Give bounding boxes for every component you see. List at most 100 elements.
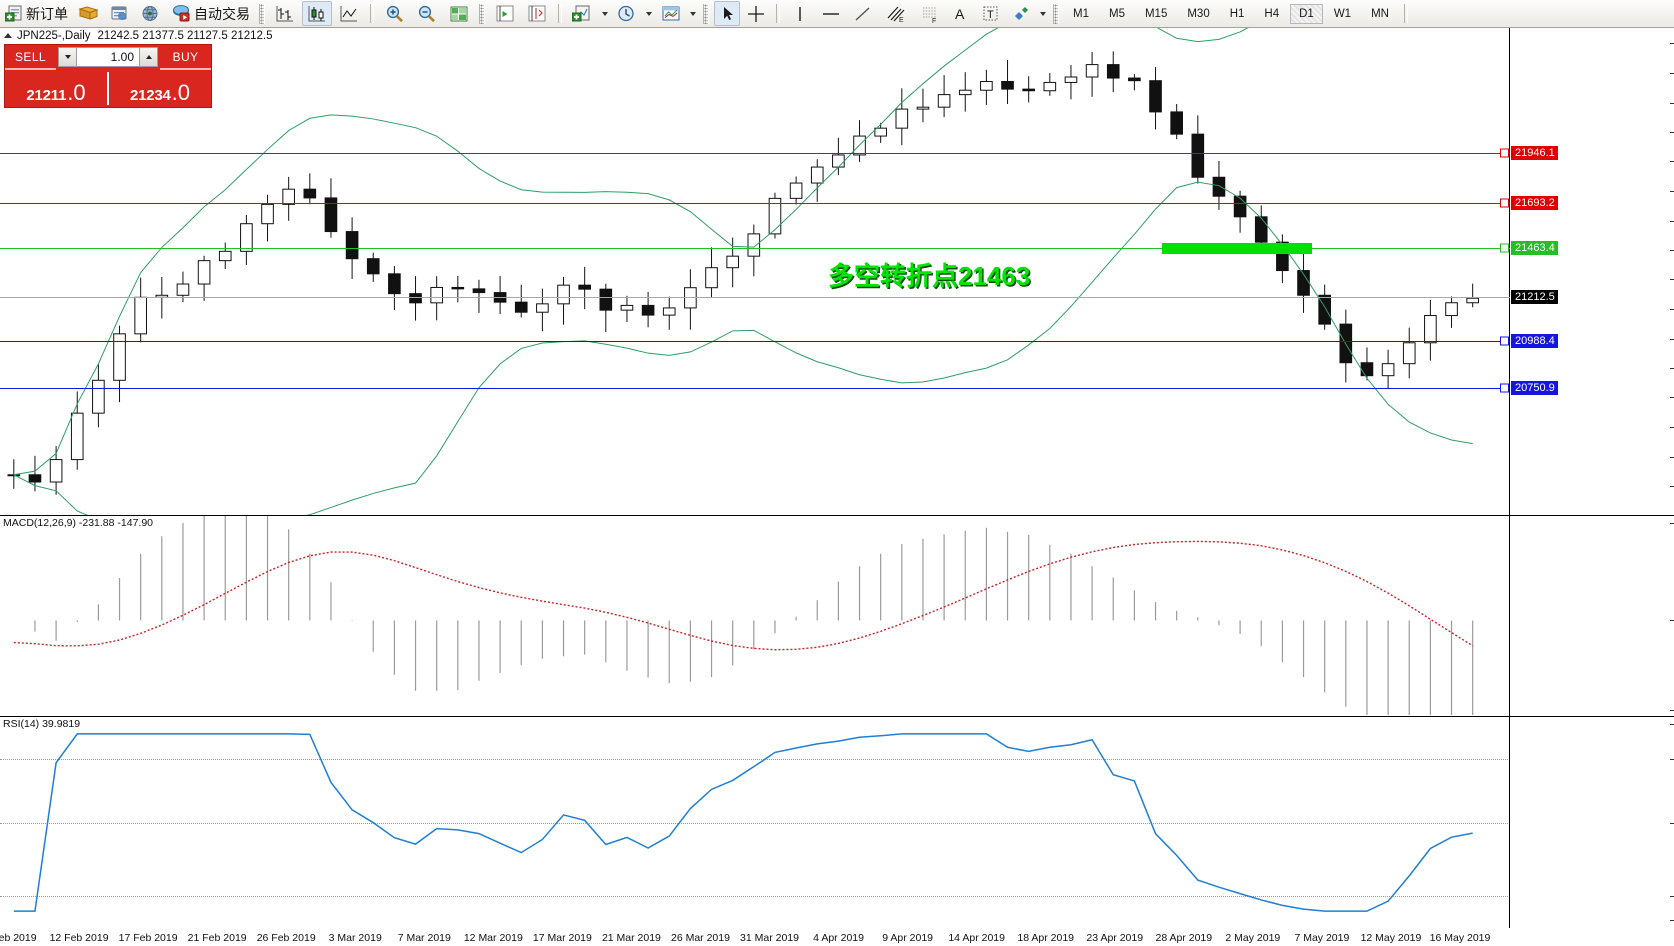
level-handle[interactable] bbox=[1500, 243, 1509, 253]
timeframe-m30[interactable]: M30 bbox=[1187, 7, 1210, 20]
chart-annotation-text[interactable]: 多空转折点21463 bbox=[828, 260, 1031, 291]
text-label-button[interactable]: T bbox=[976, 1, 1004, 26]
timeframe-mn[interactable]: MN bbox=[1371, 7, 1389, 20]
date-tick: 21 Feb 2019 bbox=[187, 932, 247, 944]
timeframe-w1[interactable]: W1 bbox=[1333, 7, 1352, 20]
signals-button[interactable] bbox=[136, 1, 165, 26]
horizontal-line-button[interactable] bbox=[816, 1, 846, 26]
one-click-top-row: SELL 1.00 BUY bbox=[5, 45, 211, 70]
rsi-guide-line bbox=[0, 822, 1510, 824]
line-chart-icon bbox=[340, 5, 357, 21]
cursor-tool-button[interactable] bbox=[714, 1, 740, 26]
trendline-icon bbox=[855, 6, 870, 21]
svg-text:T: T bbox=[987, 9, 994, 21]
buy-button[interactable]: BUY bbox=[160, 45, 211, 70]
level-line-support[interactable] bbox=[0, 388, 1510, 390]
sell-button[interactable]: SELL bbox=[5, 45, 56, 70]
price-axis[interactable]: 22501.522353.022200.022051.521903.021754… bbox=[1509, 28, 1674, 515]
clock-icon bbox=[618, 5, 634, 21]
timeframe-m5[interactable]: M5 bbox=[1108, 7, 1125, 20]
macd-axis[interactable]: 283.190.00-256.41 bbox=[1509, 516, 1674, 716]
add-indicator-icon bbox=[572, 5, 590, 21]
buy-price-integer: 21234 bbox=[129, 87, 171, 104]
price-pane[interactable]: 多空转折点21463 22501.522353.022200.022051.52… bbox=[0, 28, 1674, 516]
volume-increase-button[interactable] bbox=[139, 47, 158, 67]
zoom-in-button[interactable] bbox=[380, 1, 410, 26]
trendline-button[interactable] bbox=[848, 1, 878, 26]
autotrading-button[interactable]: 自动交易 bbox=[167, 1, 254, 26]
volume-input[interactable]: 1.00 bbox=[77, 47, 139, 67]
chart-container[interactable]: 多空转折点21463 22501.522353.022200.022051.52… bbox=[0, 28, 1674, 946]
text-label-icon: T bbox=[983, 6, 998, 21]
volume-decrease-button[interactable] bbox=[58, 47, 77, 67]
tile-windows-button[interactable] bbox=[444, 1, 474, 26]
level-line-pivot[interactable] bbox=[0, 247, 1510, 249]
periodicity-button[interactable] bbox=[612, 1, 642, 26]
level-price-badge: 20750.9 bbox=[1511, 381, 1558, 396]
navigator-button[interactable] bbox=[105, 1, 134, 26]
volume-stepper[interactable]: 1.00 bbox=[56, 45, 160, 70]
crosshair-tool-button[interactable] bbox=[742, 1, 770, 26]
data-window-button[interactable] bbox=[74, 1, 103, 26]
vertical-line-icon bbox=[799, 6, 801, 21]
date-tick: 14 Apr 2019 bbox=[948, 932, 1005, 944]
bollinger-bands bbox=[13, 28, 1473, 515]
new-order-button[interactable]: 新订单 bbox=[1, 1, 72, 26]
date-tick: 21 Mar 2019 bbox=[601, 932, 661, 944]
level-handle[interactable] bbox=[1500, 383, 1509, 393]
equidistant-channel-button[interactable]: E bbox=[880, 1, 912, 26]
one-click-price-row: 21211 .0 21234 .0 bbox=[5, 70, 211, 107]
macd-pane[interactable]: MACD(12,26,9) -231.88 -147.90 283.190.00… bbox=[0, 516, 1674, 717]
date-tick: 3 Mar 2019 bbox=[328, 932, 382, 944]
shift-end-button[interactable] bbox=[490, 1, 520, 26]
date-axis[interactable]: 7 Feb 2019 12 Feb 2019 17 Feb 2019 21 Feb 2… bbox=[0, 929, 1510, 946]
auto-scroll-button[interactable] bbox=[522, 1, 552, 26]
timeframe-m1[interactable]: M1 bbox=[1073, 7, 1089, 20]
rsi-plot-area[interactable] bbox=[0, 717, 1510, 928]
text-tool-button[interactable]: A bbox=[948, 1, 974, 26]
timeframe-group: M1 M5 M15 M30 H1 H4 D1 W1 MN bbox=[1063, 3, 1399, 24]
pivot-zone-rectangle[interactable] bbox=[1162, 242, 1312, 254]
periodicity-dropdown-caret[interactable] bbox=[646, 11, 652, 16]
date-tick: 4 Apr 2019 bbox=[813, 932, 864, 944]
zoom-out-button[interactable] bbox=[412, 1, 442, 26]
buy-price[interactable]: 21234 .0 bbox=[109, 70, 211, 107]
timeframe-d1[interactable]: D1 bbox=[1290, 3, 1323, 24]
price-plot-area[interactable]: 多空转折点21463 bbox=[0, 28, 1510, 515]
indicators-button[interactable] bbox=[568, 1, 598, 26]
one-click-trading-panel: SELL 1.00 BUY 21211 .0 21234 .0 bbox=[4, 44, 212, 108]
level-line-resistance[interactable] bbox=[0, 152, 1510, 154]
rsi-axis[interactable]: 1008050150 bbox=[1509, 717, 1674, 928]
timeframe-m15[interactable]: M15 bbox=[1144, 7, 1168, 20]
macd-series bbox=[13, 516, 1474, 715]
level-line-resistance[interactable] bbox=[0, 202, 1510, 204]
candlestick-chart-button[interactable] bbox=[302, 1, 332, 26]
sell-price-decimal: .0 bbox=[67, 80, 86, 106]
date-tick: 26 Mar 2019 bbox=[670, 932, 730, 944]
collapse-triangle-icon[interactable] bbox=[4, 33, 12, 38]
rsi-pane[interactable]: RSI(14) 39.9819 1008050150 bbox=[0, 717, 1674, 928]
zoom-in-icon bbox=[386, 5, 403, 22]
level-handle[interactable] bbox=[1500, 148, 1509, 158]
autotrading-icon bbox=[173, 5, 190, 22]
templates-button[interactable] bbox=[656, 1, 686, 26]
level-handle[interactable] bbox=[1500, 198, 1509, 208]
toolbar-separator-1 bbox=[259, 3, 265, 24]
timeframe-h1[interactable]: H1 bbox=[1229, 7, 1245, 20]
tile-windows-icon bbox=[450, 6, 468, 21]
fibonacci-button[interactable]: F bbox=[914, 1, 946, 26]
arrows-dropdown-caret[interactable] bbox=[1040, 11, 1046, 16]
templates-dropdown-caret[interactable] bbox=[690, 11, 696, 16]
macd-plot-area[interactable] bbox=[0, 516, 1510, 716]
rsi-guide-line bbox=[0, 759, 1510, 761]
level-handle[interactable] bbox=[1500, 336, 1509, 346]
toolbar-separator-3 bbox=[479, 3, 485, 24]
indicators-dropdown-caret[interactable] bbox=[602, 11, 608, 16]
vertical-line-button[interactable] bbox=[786, 1, 814, 26]
level-line-support[interactable] bbox=[0, 341, 1510, 343]
bar-chart-button[interactable] bbox=[270, 1, 300, 26]
sell-price[interactable]: 21211 .0 bbox=[5, 70, 107, 107]
line-chart-button[interactable] bbox=[334, 1, 364, 26]
timeframe-h4[interactable]: H4 bbox=[1264, 7, 1280, 20]
arrows-tool-button[interactable] bbox=[1006, 1, 1036, 26]
